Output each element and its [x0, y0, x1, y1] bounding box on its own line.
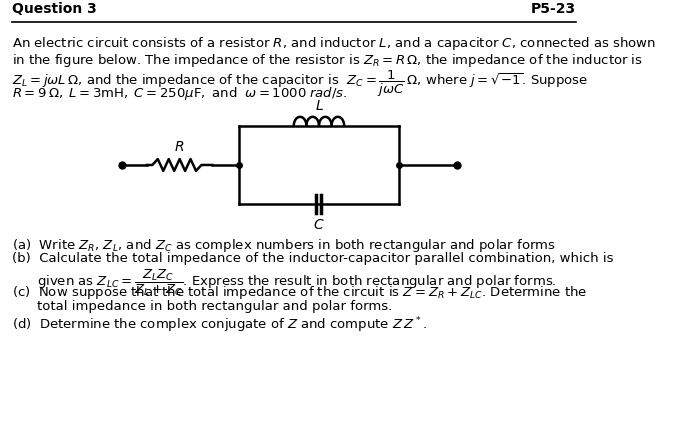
Text: (d)  Determine the complex conjugate of $Z$ and compute $Z\,Z^*$.: (d) Determine the complex conjugate of $… — [12, 315, 426, 335]
Text: An electric circuit consists of a resistor $R$, and inductor $L$, and a capacito: An electric circuit consists of a resist… — [12, 35, 656, 52]
Text: given as $Z_{LC} = \dfrac{Z_L Z_C}{Z_L + Z_C}$. Express the result in both recta: given as $Z_{LC} = \dfrac{Z_L Z_C}{Z_L +… — [37, 268, 556, 298]
Text: (b)  Calculate the total impedance of the inductor-capacitor parallel combinatio: (b) Calculate the total impedance of the… — [12, 252, 613, 265]
Text: $R$: $R$ — [174, 140, 185, 154]
Text: P5-23: P5-23 — [531, 2, 576, 16]
Text: $R = 9\,\Omega,\; L = 3\mathrm{mH},\; C = 250\mu\mathrm{F},$ and $\;\omega = 100: $R = 9\,\Omega,\; L = 3\mathrm{mH},\; C … — [12, 85, 347, 102]
Text: $L$: $L$ — [314, 99, 323, 113]
Text: total impedance in both rectangular and polar forms.: total impedance in both rectangular and … — [37, 300, 392, 313]
Text: Question 3: Question 3 — [12, 2, 97, 16]
Text: $Z_L = j\omega L\,\Omega$, and the impedance of the capacitor is  $Z_C = \dfrac{: $Z_L = j\omega L\,\Omega$, and the imped… — [12, 69, 588, 99]
Text: $C$: $C$ — [313, 218, 325, 232]
Text: (a)  Write $Z_R$, $Z_L$, and $Z_C$ as complex numbers in both rectangular and po: (a) Write $Z_R$, $Z_L$, and $Z_C$ as com… — [12, 237, 556, 254]
Text: (c)  Now suppose that the total impedance of the circuit is $Z = Z_R + Z_{LC}$. : (c) Now suppose that the total impedance… — [12, 284, 587, 301]
Text: in the figure below. The impedance of the resistor is $Z_R = R\,\Omega$, the imp: in the figure below. The impedance of th… — [12, 52, 643, 69]
